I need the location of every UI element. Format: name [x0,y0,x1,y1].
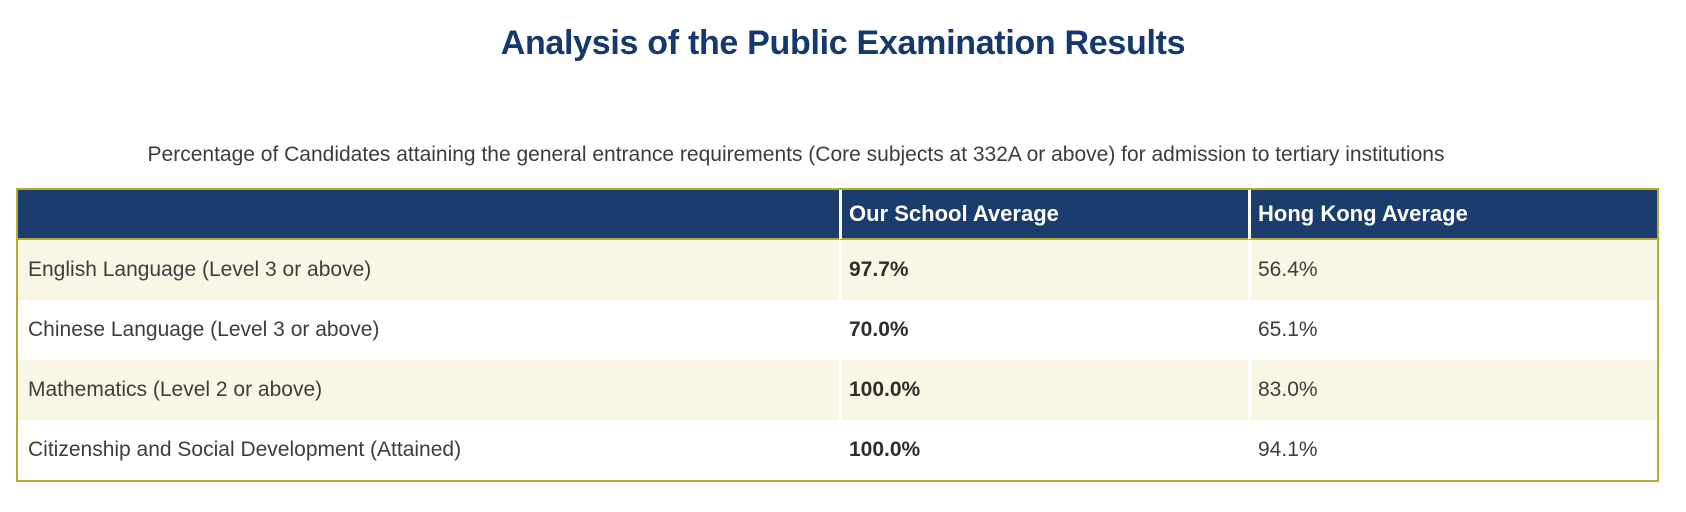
column-header-subject [18,190,839,240]
exam-results-table: Our School Average Hong Kong Average Eng… [16,188,1659,482]
row-label: Chinese Language (Level 3 or above) [18,300,839,360]
school-average-value: 100.0% [839,420,1248,480]
row-label: Citizenship and Social Development (Atta… [18,420,839,480]
header-row: Our School Average Hong Kong Average [18,190,1657,240]
column-header-school-average: Our School Average [839,190,1248,240]
hongkong-average-value: 94.1% [1248,420,1657,480]
school-average-value: 97.7% [839,240,1248,300]
school-average-value: 100.0% [839,360,1248,420]
school-average-value: 70.0% [839,300,1248,360]
table-row: English Language (Level 3 or above) 97.7… [18,240,1657,300]
hongkong-average-value: 83.0% [1248,360,1657,420]
results-table: Our School Average Hong Kong Average Eng… [16,188,1659,482]
column-header-hongkong-average: Hong Kong Average [1248,190,1657,240]
table-row: Mathematics (Level 2 or above) 100.0% 83… [18,360,1657,420]
hongkong-average-value: 65.1% [1248,300,1657,360]
hongkong-average-value: 56.4% [1248,240,1657,300]
table-row: Chinese Language (Level 3 or above) 70.0… [18,300,1657,360]
table-subtitle: Percentage of Candidates attaining the g… [147,143,1445,166]
page-title: Analysis of the Public Examination Resul… [500,24,1186,62]
table-row: Citizenship and Social Development (Atta… [18,420,1657,480]
row-label: English Language (Level 3 or above) [18,240,839,300]
row-label: Mathematics (Level 2 or above) [18,360,839,420]
